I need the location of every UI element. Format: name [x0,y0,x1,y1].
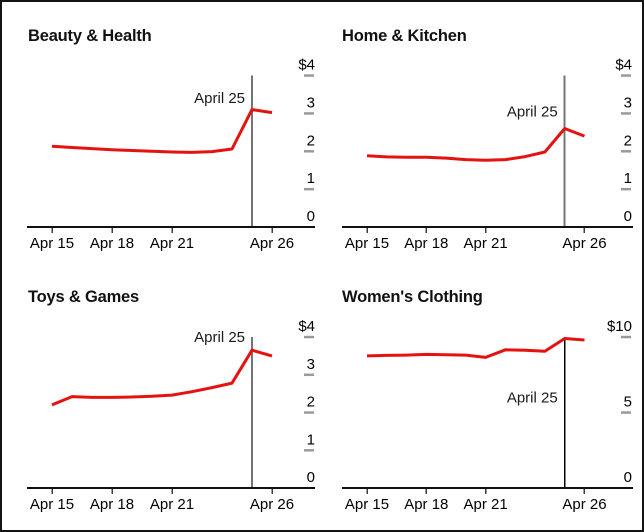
chart-plot-toys-games: $4 3 2 1 0 Apr 15 Apr 18 Apr 21 Apr 26 April 25 [27,318,315,513]
x-tick-label: Apr 26 [250,235,294,252]
annotation-april-25: April 25 [194,329,245,346]
y-tick-dash [304,449,314,452]
y-tick-dash [621,411,631,414]
x-tick-label: Apr 15 [30,235,74,252]
chart-plot-home-kitchen: $4 3 2 1 0 Apr 15 Apr 18 Apr 21 Apr 26 April 25 [342,57,633,252]
chart-title-womens-clothing: Women's Clothing [342,288,483,306]
price-line [366,127,586,162]
x-tick-label: Apr 18 [90,496,134,513]
price-line [51,348,273,407]
y-tick-dash [621,112,631,115]
chart-title-home-kitchen: Home & Kitchen [342,27,467,45]
annotation-april-25: April 25 [507,389,558,406]
y-tick-label: 1 [624,170,632,187]
y-tick-label: 3 [307,356,315,373]
x-tick-label: Apr 21 [464,496,508,513]
chart-plot-beauty-health: $4 3 2 1 0 Apr 15 Apr 18 Apr 21 Apr 26 April 25 [27,57,315,252]
x-tick-label: Apr 15 [345,496,389,513]
y-tick-dash [304,335,314,339]
y-tick-label: $4 [298,318,315,335]
y-tick-label: 2 [307,394,315,411]
y-tick-dash [304,112,314,115]
y-tick-label: $10 [607,318,632,335]
y-tick-dash [304,150,314,153]
y-tick-dash [304,74,314,77]
y-tick-dash [621,74,631,77]
x-tick-label: Apr 21 [150,235,194,252]
y-tick-dash [621,335,631,339]
y-tick-label: 2 [624,132,632,149]
x-tick-label: Apr 18 [90,235,134,252]
y-tick-label: 0 [624,208,632,225]
x-tick-label: Apr 15 [30,496,74,513]
y-tick-label: 3 [307,94,315,111]
chart-title-toys-games: Toys & Games [28,288,140,306]
annotation-april-25: April 25 [507,103,558,120]
chart-title-beauty-health: Beauty & Health [28,27,152,45]
y-tick-label: $4 [298,57,315,74]
y-tick-dash [304,187,314,191]
y-tick-label: $4 [615,57,632,74]
x-tick-label: Apr 15 [345,235,389,252]
y-tick-dash [304,373,314,377]
chart-panel-womens-clothing: Women's Clothing $10 5 0 Apr 15 Apr 18 Apr 21… [324,268,642,530]
annotation-april-25: April 25 [194,90,245,107]
y-tick-dash [304,411,314,414]
x-tick-label: Apr 18 [404,235,448,252]
chart-panel-home-kitchen: Home & Kitchen $4 3 2 1 0 Apr 15 Apr 18 Apr 21 A… [324,2,642,268]
y-tick-label: 2 [307,132,315,149]
y-tick-label: 5 [624,394,632,411]
x-tick-label: Apr 21 [150,496,194,513]
price-line [51,108,273,154]
chart-panel-toys-games: Toys & Games $4 3 2 1 0 Apr 15 Apr 18 Apr 21 Apr… [2,268,324,530]
y-tick-label: 1 [307,431,315,448]
y-tick-label: 0 [307,208,315,225]
y-tick-label: 1 [307,170,315,187]
price-line [366,337,585,359]
x-tick-label: Apr 26 [562,235,606,252]
chart-plot-womens-clothing: $10 5 0 Apr 15 Apr 18 Apr 21 Apr 26 April 25 [342,318,633,513]
y-tick-label: 3 [624,94,632,111]
y-tick-dash [621,150,631,153]
x-tick-label: Apr 18 [404,496,448,513]
x-tick-label: Apr 21 [464,235,508,252]
y-tick-label: 0 [307,469,315,486]
chart-panel-beauty-health: Beauty & Health $4 3 2 1 0 Apr 15 Apr 18 Apr 21… [2,2,324,268]
x-tick-label: Apr 26 [250,496,294,513]
y-tick-label: 0 [624,469,632,486]
x-tick-label: Apr 26 [562,496,606,513]
y-tick-dash [621,187,631,191]
